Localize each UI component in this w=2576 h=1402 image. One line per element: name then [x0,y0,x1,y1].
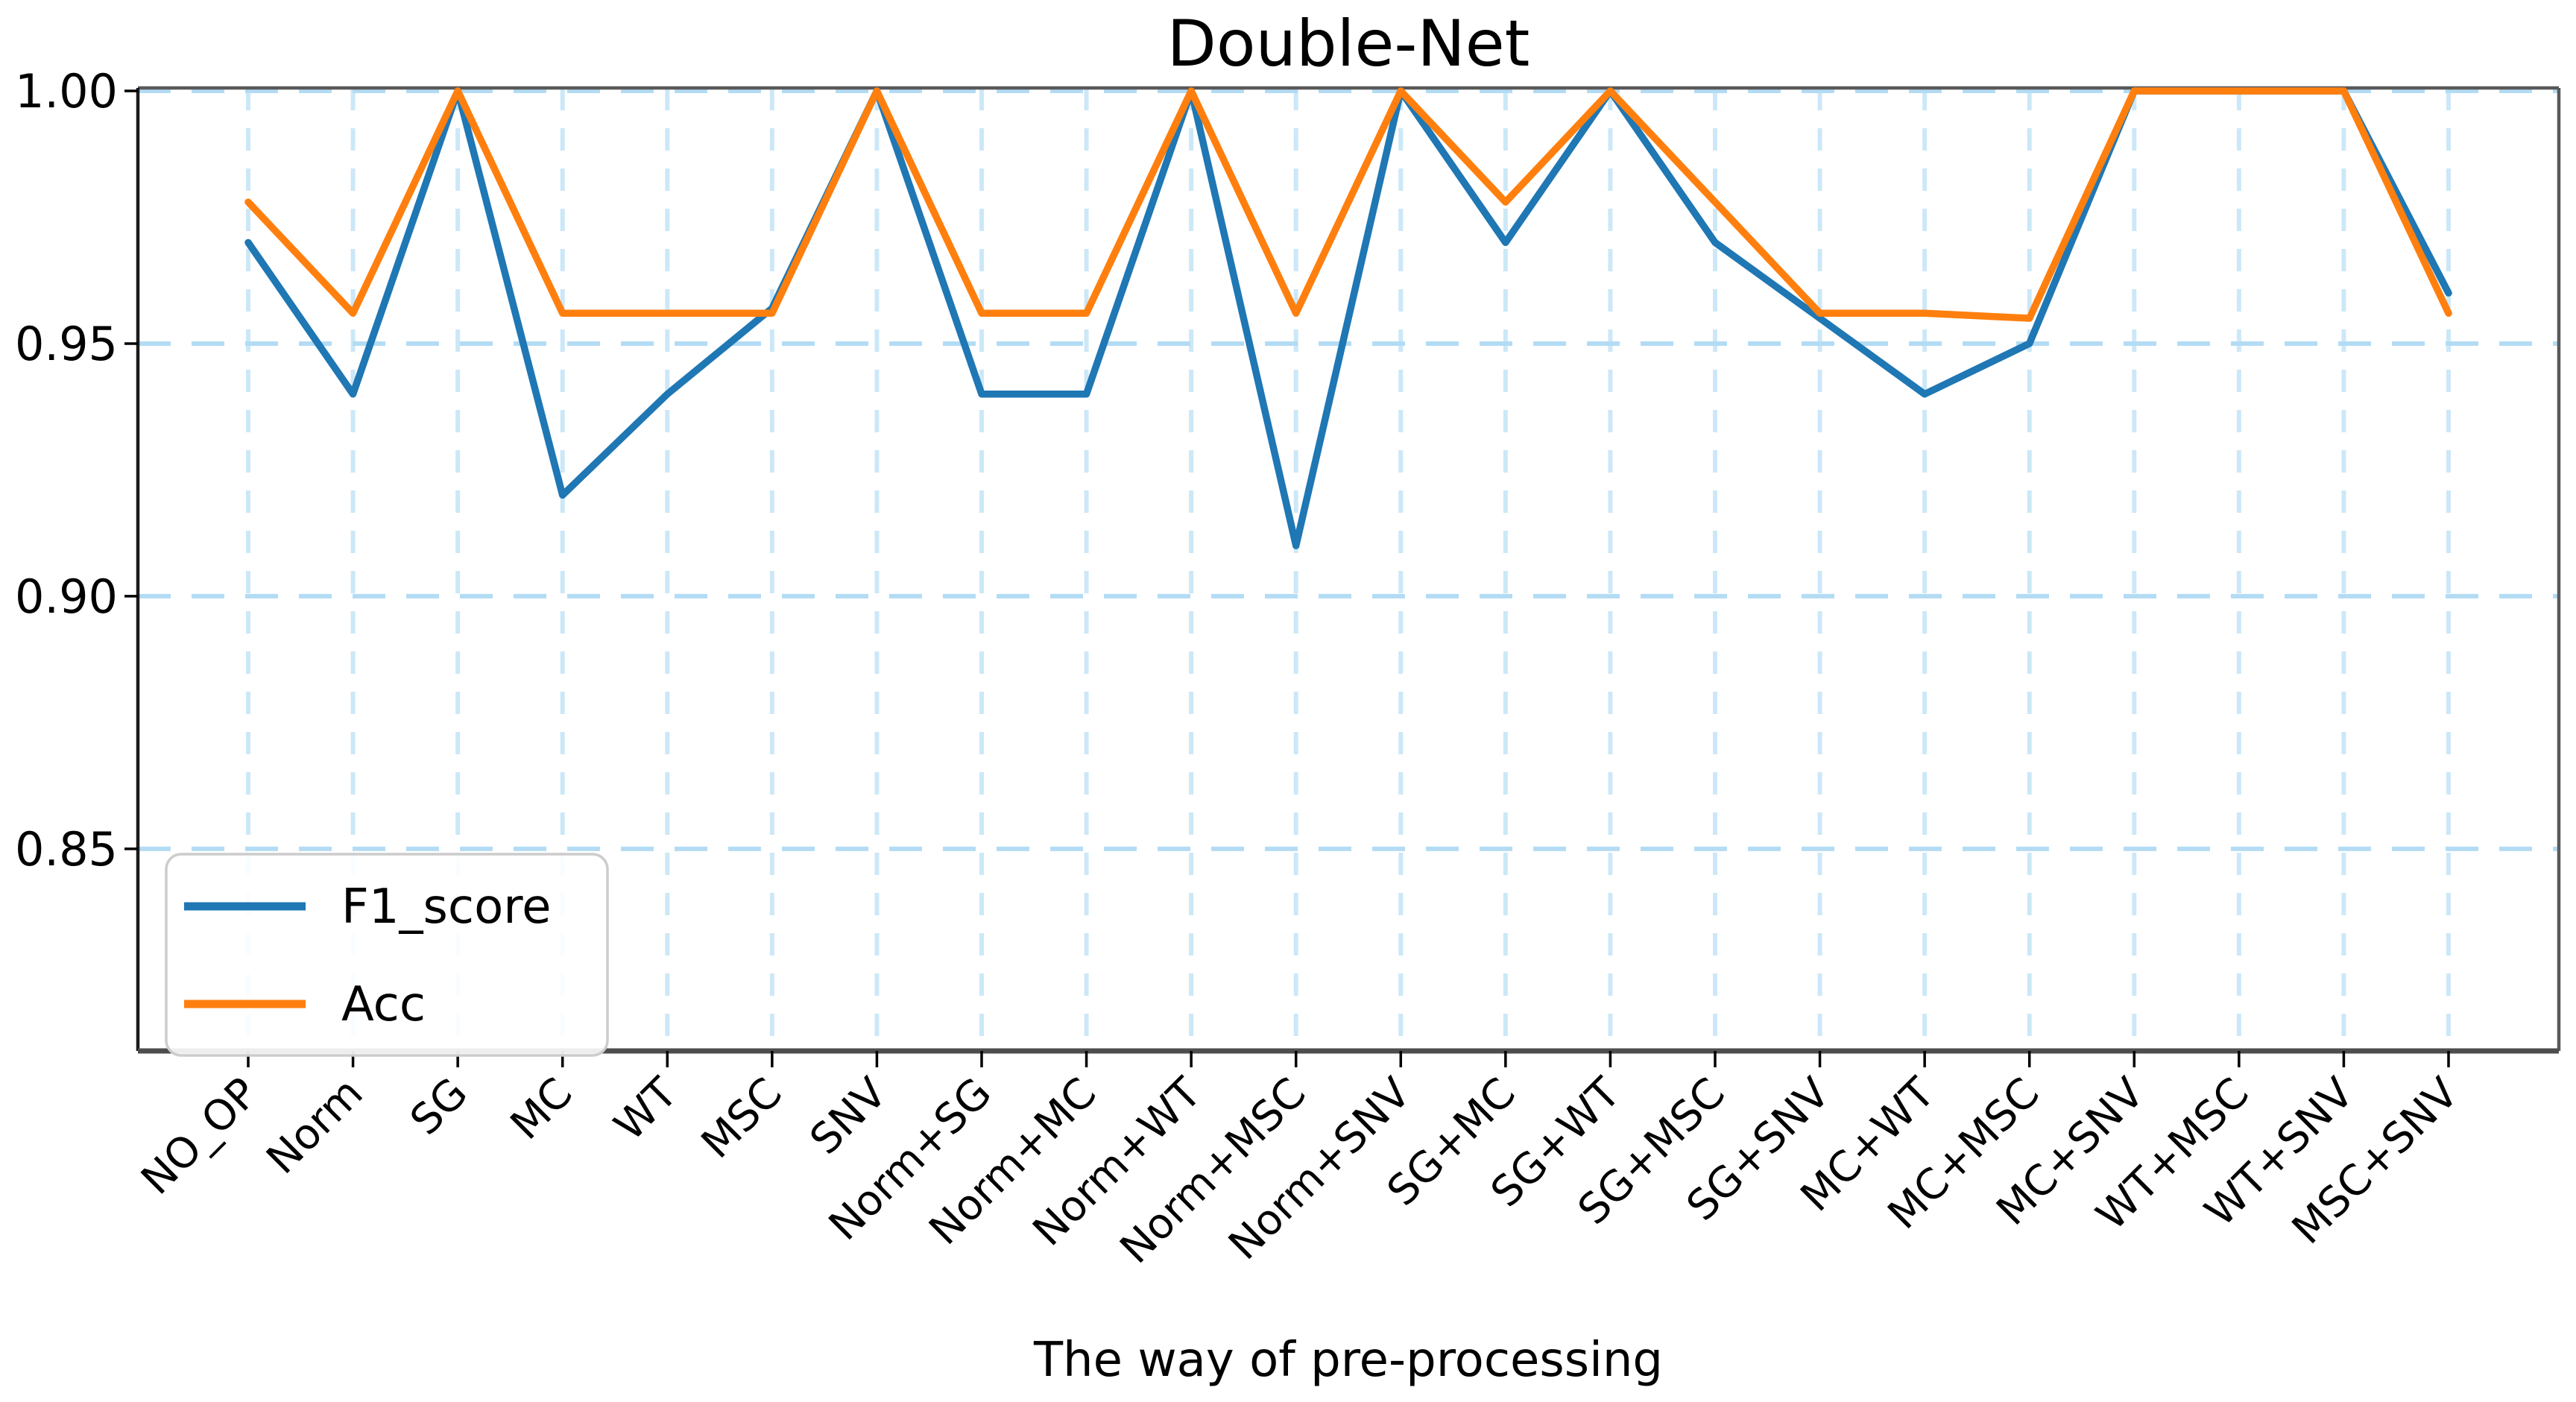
x-tick-label: Norm [257,1069,372,1184]
acc-line [244,87,2452,322]
chart-title: Double-Net [1167,7,1530,81]
y-axis-tick-labels: 1.00 0.95 0.90 0.85 [15,64,118,877]
y-tick-label: 0.85 [15,822,118,877]
x-tick-label: MSC [692,1069,792,1168]
x-tick-label: WT [605,1068,687,1150]
data-series [244,87,2452,549]
x-tick-label: SNV [801,1069,897,1164]
y-tick-label: 0.95 [15,317,118,371]
x-tick-label: SG [401,1069,477,1145]
x-axis-label: The way of pre-processing [1033,1333,1663,1388]
y-axis-ticks [124,89,138,850]
x-tick-label: MC [502,1069,582,1149]
x-tick-label: NO_OP [132,1069,268,1204]
y-tick-label: 0.90 [15,569,118,624]
y-tick-label: 1.00 [15,64,118,119]
legend-label: Acc [341,977,426,1032]
legend: F1_score Acc [165,853,609,1057]
f1-score-line [244,87,2452,549]
x-axis-ticks [247,1051,2450,1067]
legend-label: F1_score [341,880,552,935]
